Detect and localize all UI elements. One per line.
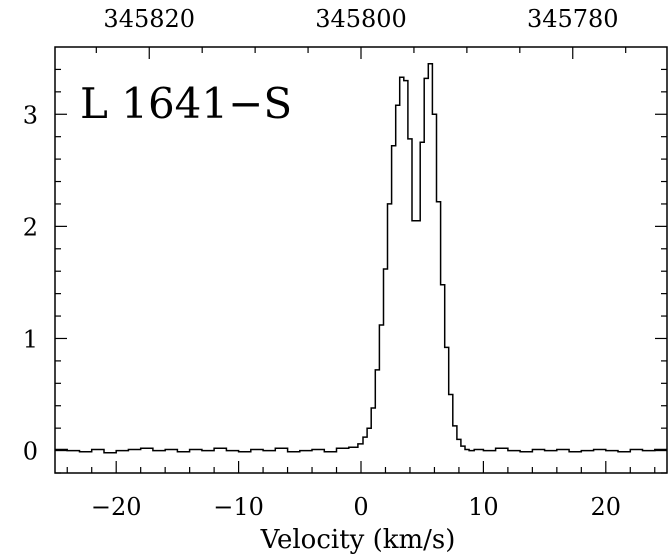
- top-tick-label: 345800: [315, 5, 407, 33]
- y-tick-label: 0: [23, 438, 38, 466]
- x-tick-label: −20: [91, 493, 142, 521]
- x-tick-labels: −20 −10 0 10 20: [91, 493, 621, 521]
- x-tick-label: 10: [468, 493, 499, 521]
- chart-title: L 1641−S: [80, 79, 292, 128]
- x-tick-label: 0: [353, 493, 368, 521]
- y-tick-label: 3: [23, 101, 38, 129]
- top-tick-label: 345780: [527, 5, 619, 33]
- y-tick-label: 1: [23, 325, 38, 353]
- x-axis-title: Velocity (km/s): [260, 525, 456, 555]
- x-tick-label: 20: [591, 493, 622, 521]
- y-tick-labels: 0 1 2 3: [23, 101, 38, 465]
- top-tick-labels: 345820 345800 345780: [103, 5, 618, 33]
- spectrum-series-line: [55, 63, 667, 454]
- x-tick-label: −10: [213, 493, 264, 521]
- y-tick-label: 2: [23, 213, 38, 241]
- tick-marks: [55, 47, 667, 474]
- top-tick-label: 345820: [103, 5, 195, 33]
